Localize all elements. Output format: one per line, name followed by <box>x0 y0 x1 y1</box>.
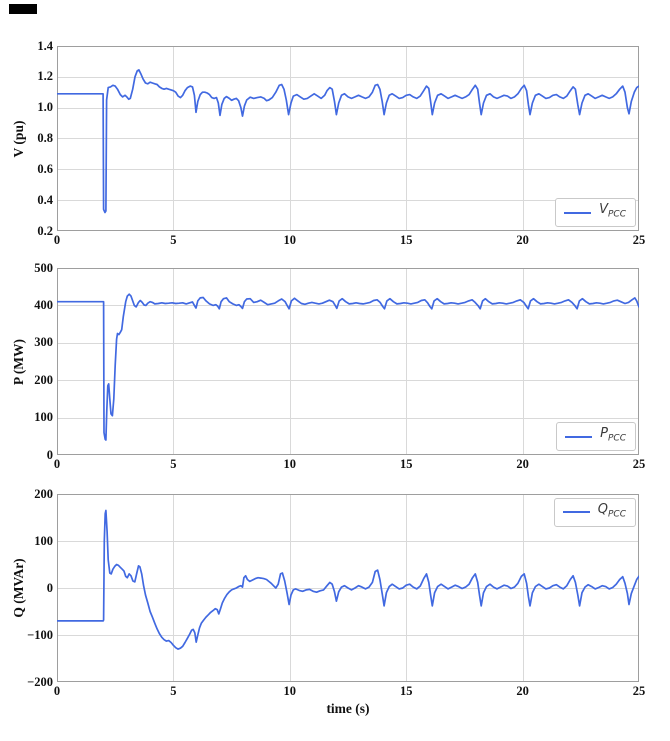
artifact-mark <box>9 4 37 14</box>
legend-line-icon <box>562 511 590 514</box>
legend-vpcc: VPCC <box>555 198 636 227</box>
x-tick-label: 5 <box>170 684 177 698</box>
y-tick-label: 0.8 <box>37 131 53 145</box>
legend-label-qpcc: QPCC <box>598 503 626 522</box>
x-tick-label: 20 <box>516 684 529 698</box>
y-tick-label: 0 <box>46 580 53 595</box>
legend-line-icon <box>565 435 593 438</box>
y-tick-label: 1.0 <box>37 100 53 115</box>
x-tick-label: 0 <box>53 457 61 471</box>
y-tick-label: 0.2 <box>37 223 53 238</box>
legend-symbol: P <box>600 426 608 442</box>
subplot-active-power: P (MW) PPCC 0 5 10 15 20 25 0 100 200 300 400 500 <box>11 261 645 472</box>
y-tick-label: −200 <box>27 674 53 689</box>
x-tick-label: 25 <box>632 684 646 698</box>
active-power-plot <box>57 268 639 455</box>
x-tick-label: 5 <box>170 457 177 471</box>
x-tick-label: 5 <box>170 233 177 247</box>
y-tick-label: 1.4 <box>37 38 53 53</box>
legend-label-ppcc: PPCC <box>600 427 626 446</box>
legend-symbol: Q <box>597 502 608 517</box>
legend-subscript: PCC <box>608 210 626 220</box>
subplot-voltage: V (pu) VPCC 0 5 10 15 20 25 0.2 0.4 0.6 0.8 1.0 1.2… <box>11 39 645 248</box>
legend-subscript: PCC <box>608 509 626 520</box>
x-tick-label: 10 <box>283 684 297 698</box>
legend-qpcc: QPCC <box>553 498 636 527</box>
legend-ppcc: PPCC <box>556 422 636 451</box>
legend-symbol: V <box>599 202 608 218</box>
y-tick-label: 0.4 <box>37 192 53 207</box>
y-tick-label: 300 <box>34 335 53 350</box>
x-tick-label: 20 <box>516 457 529 471</box>
y-tick-label: 0 <box>46 447 53 462</box>
y-tick-label: 1.2 <box>37 69 53 84</box>
x-axis-label: time (s) <box>326 701 370 716</box>
legend-line-icon <box>564 211 592 214</box>
x-tick-label: 20 <box>516 233 529 247</box>
voltage-plot <box>57 46 639 231</box>
x-tick-label: 10 <box>283 233 297 247</box>
x-tick-label: 0 <box>53 684 61 698</box>
y-tick-label: 100 <box>34 533 53 548</box>
x-tick-label: 10 <box>283 457 297 471</box>
x-tick-label: 15 <box>399 233 413 247</box>
y-tick-label: 200 <box>34 486 53 501</box>
x-tick-label: 15 <box>399 457 413 471</box>
legend-subscript: PCC <box>608 434 626 444</box>
reactive-power-plot <box>57 494 639 682</box>
x-tick-label: 0 <box>53 233 61 247</box>
y-tick-label: −100 <box>27 627 53 642</box>
y-tick-label: 200 <box>34 372 53 387</box>
y-tick-label: 0.6 <box>37 161 53 176</box>
subplot-reactive-power: Q (MVAr) QPCC 0 5 10 15 20 25 −200 −100 0 100 200 <box>11 487 645 699</box>
x-tick-label: 25 <box>632 457 646 471</box>
y-tick-label: 100 <box>34 410 53 425</box>
x-tick-label: 25 <box>632 233 646 247</box>
legend-label-vpcc: VPCC <box>599 203 626 222</box>
x-tick-label: 15 <box>399 684 413 698</box>
y-tick-label: 500 <box>34 260 53 275</box>
y-tick-label: 400 <box>34 297 53 312</box>
